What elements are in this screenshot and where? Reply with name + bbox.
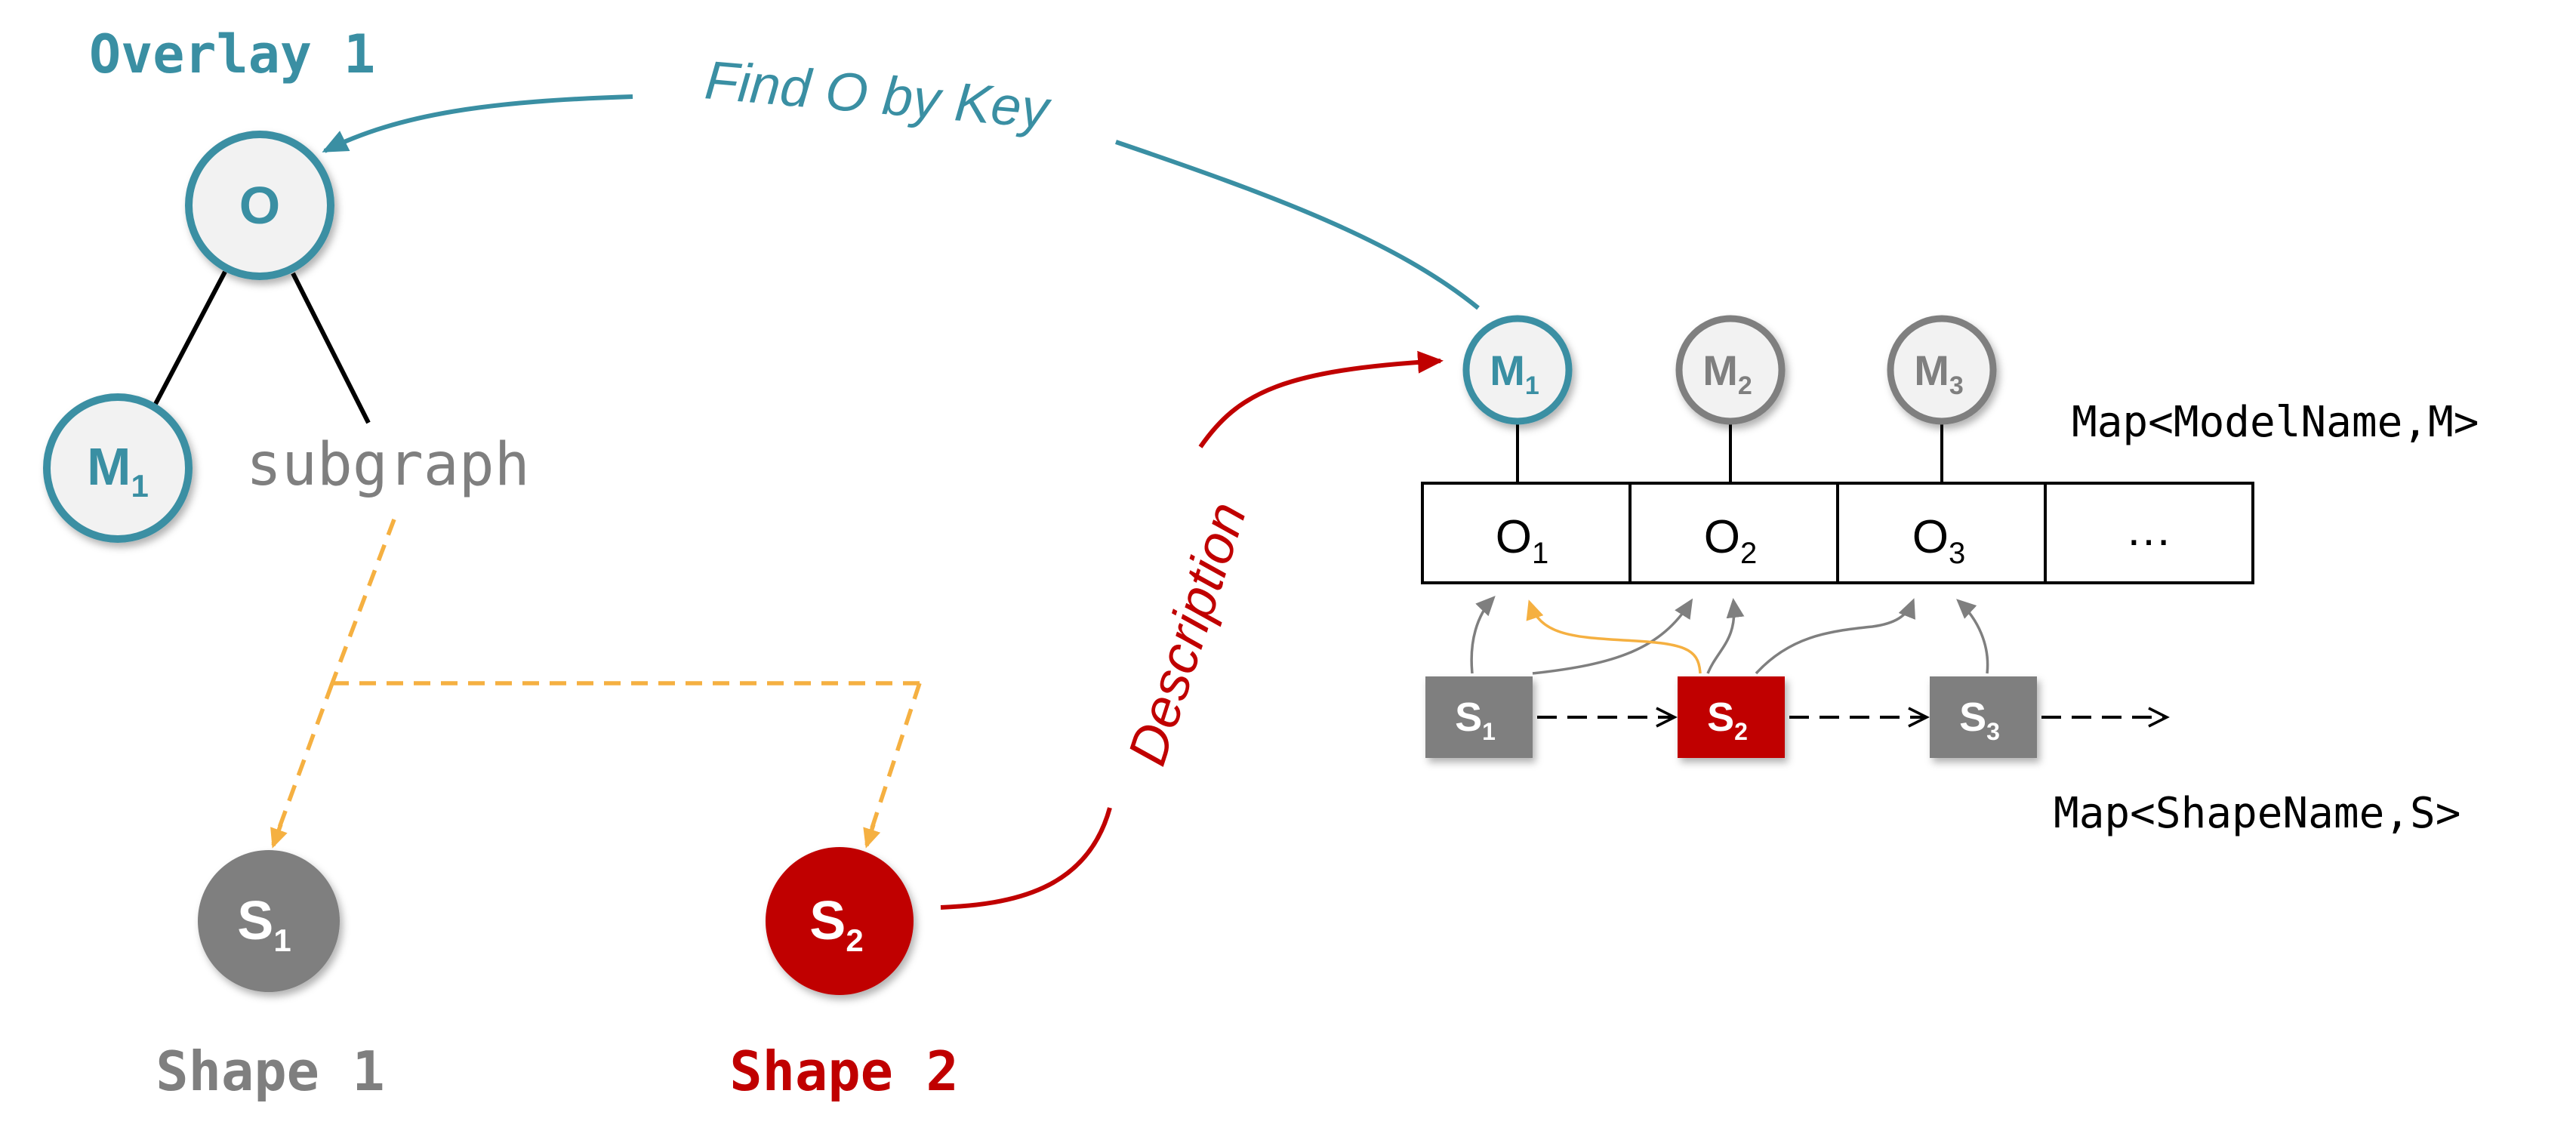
overlay-model-node [43, 393, 193, 543]
find-arrow-head-segment [322, 94, 633, 153]
o-cell-label-1: O1 [1496, 511, 1548, 570]
o-cell-label-more: … [2125, 504, 2172, 556]
ref-s2-o3 [1755, 598, 1915, 675]
subgraph-arrow-s1 [270, 824, 288, 849]
shape1-caption: Shape 1 [156, 1040, 384, 1103]
description-arrow-head-segment [1198, 350, 1444, 448]
subgraph-arrow-s2 [863, 824, 881, 849]
find-arrow-tail-segment [1115, 140, 1480, 310]
subgraph-label: subgraph [246, 431, 530, 499]
map-model-node-2 [1675, 315, 1786, 425]
shape2-label: S2 [809, 891, 863, 958]
ref-s3-o3 [1956, 599, 1989, 674]
overlay-title: Overlay 1 [89, 23, 375, 85]
model-map-label: Map<ModelName,M> [2072, 398, 2479, 447]
description-label: Description [1117, 495, 1258, 772]
map-model-label-1: M1 [1490, 347, 1539, 400]
find-label: Find O by Key [703, 50, 1054, 140]
o-cell-more [2044, 482, 2254, 584]
shape1-node [198, 850, 340, 992]
shape2-caption: Shape 2 [729, 1040, 958, 1103]
overlay-root-node [185, 131, 334, 280]
ref-s2-o2 [1706, 598, 1745, 674]
map-model-label-2: M2 [1702, 347, 1752, 400]
ref-s1-o1 [1470, 596, 1496, 674]
edge-o-to-m1 [153, 270, 227, 405]
map-model-node-3 [1887, 315, 1997, 425]
ref-s2-o1 [1526, 599, 1702, 674]
map-shape-label-1: S1 [1455, 695, 1496, 745]
map-shape-label-3: S3 [1959, 695, 2000, 745]
shape-map-label: Map<ShapeName,S> [2054, 789, 2460, 838]
o-cell-2 [1628, 482, 1839, 584]
map-model-node-1 [1462, 315, 1573, 425]
o-cell-3 [1836, 482, 2047, 584]
subgraph-branch-lines [271, 519, 922, 845]
shape2-node [766, 847, 914, 995]
o-cell-label-2: O2 [1704, 511, 1757, 570]
shape1-label: S1 [237, 891, 291, 958]
overlay-root-label: O [239, 176, 280, 235]
o-cell-1 [1421, 482, 1632, 584]
map-shape-box-3 [1930, 676, 2037, 758]
description-arrow-tail-segment [940, 807, 1112, 910]
map-shape-label-2: S2 [1707, 695, 1748, 745]
map-model-label-3: M3 [1914, 347, 1964, 400]
overlay-model-label: M1 [87, 437, 149, 504]
o-cell-label-3: O3 [1912, 511, 1965, 570]
o-map-row [1421, 482, 2254, 584]
ref-s1-o2 [1532, 598, 1693, 675]
edge-o-to-subgraph [291, 272, 371, 424]
map-shape-box-1 [1425, 676, 1533, 758]
map-shape-box-2 [1678, 676, 1785, 758]
